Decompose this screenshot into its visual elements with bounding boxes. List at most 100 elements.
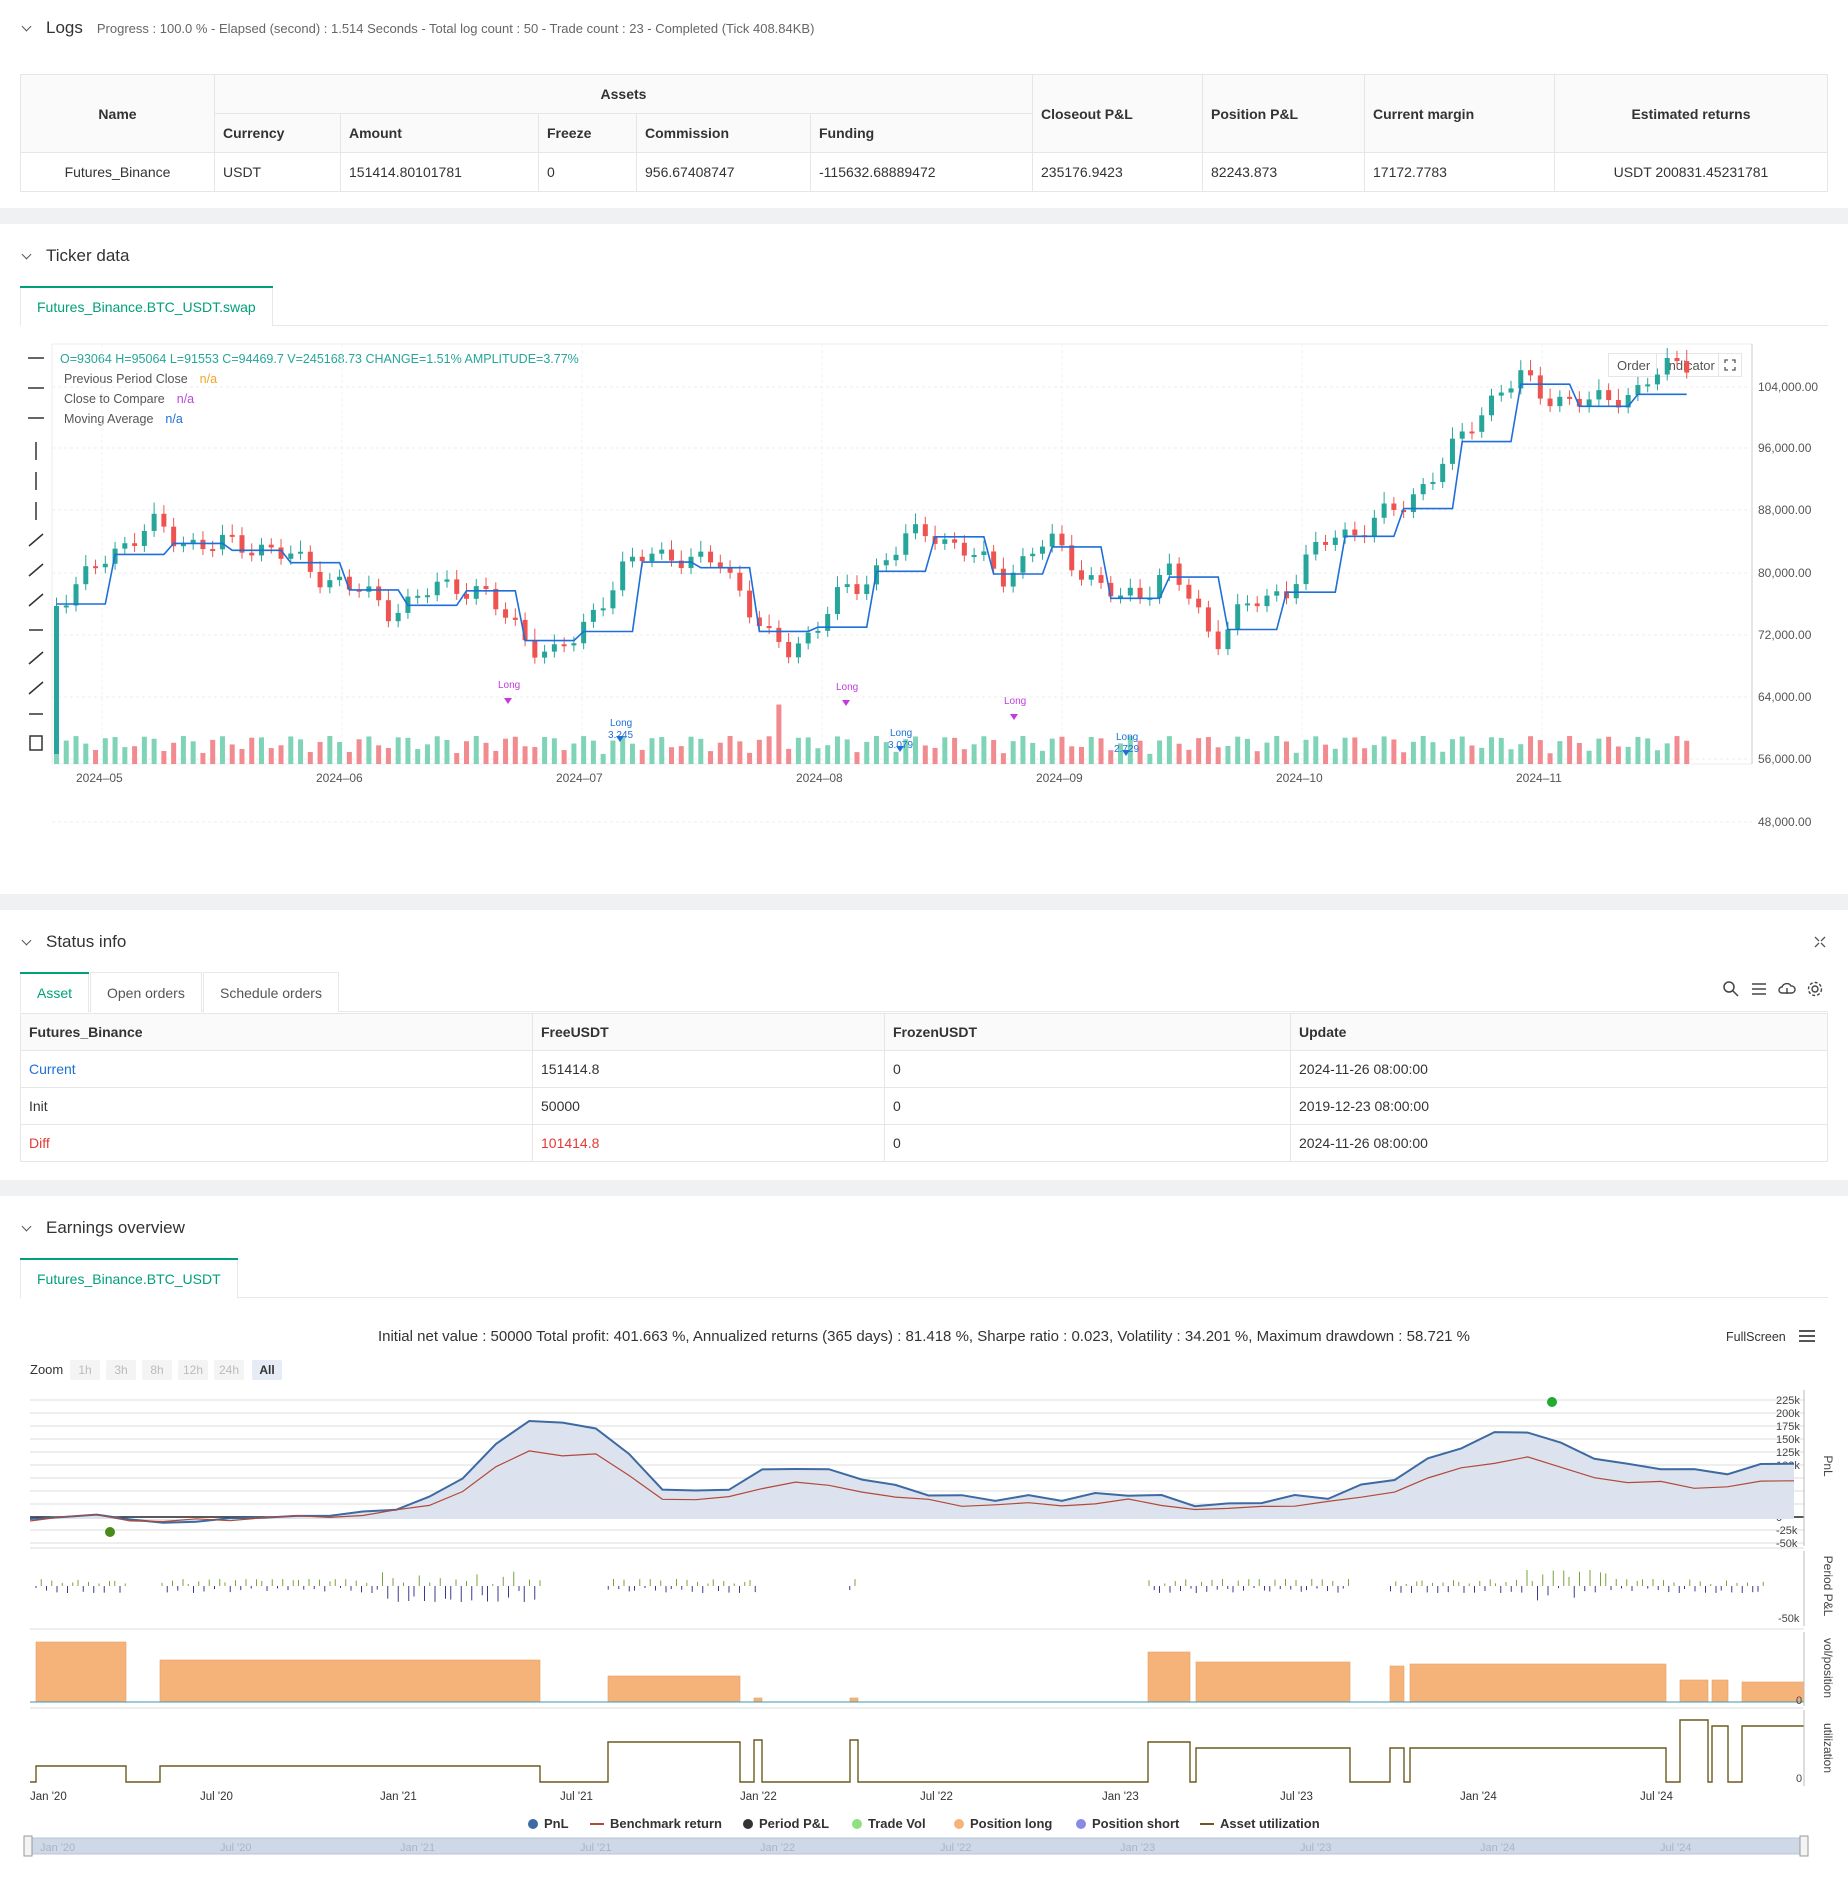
- navigator-tick-label: Jul '21: [580, 1842, 611, 1854]
- cloud-download-icon[interactable]: [1778, 980, 1796, 998]
- volume-bar: [922, 745, 928, 764]
- header-returns: Estimated returns: [1554, 74, 1828, 153]
- gear-icon[interactable]: [1806, 980, 1824, 998]
- candle-body: [629, 556, 635, 562]
- zoom-1h[interactable]: 1h: [70, 1360, 100, 1380]
- indicator-moving-average[interactable]: Moving Average n/a: [64, 412, 183, 426]
- volume-bar: [83, 743, 89, 764]
- indicator-value: n/a: [165, 412, 183, 426]
- legend-asset-util[interactable]: Asset utilization: [1200, 1816, 1320, 1831]
- candle-body: [73, 584, 79, 606]
- cell-frozen: 0: [884, 1050, 1291, 1088]
- row-label-current[interactable]: Current: [20, 1050, 533, 1088]
- indicator-close-compare[interactable]: Close to Compare n/a: [64, 392, 194, 406]
- volume-bar: [942, 737, 948, 764]
- tab-open-orders[interactable]: Open orders: [90, 972, 202, 1012]
- time-navigator[interactable]: Jan '20 Jul '20 Jan '21 Jul '21 Jan '22 Jul '…: [0, 1834, 1848, 1864]
- tab-schedule-orders[interactable]: Schedule orders: [203, 972, 339, 1012]
- candle-body: [561, 644, 567, 647]
- chevron-down-icon[interactable]: [20, 935, 34, 949]
- candle-body: [1596, 390, 1602, 400]
- volume-bar: [1284, 741, 1289, 764]
- legend-dot-icon: [528, 1818, 538, 1829]
- menu-icon[interactable]: [1798, 1328, 1816, 1344]
- indicator-previous-close[interactable]: Previous Period Close n/a: [64, 372, 217, 386]
- candle-body: [200, 539, 206, 550]
- earnings-chart[interactable]: 225k200k175k150k125k100k75k50k25k0-25k-5…: [0, 1386, 1848, 1816]
- volume-bar: [1586, 750, 1592, 764]
- expand-icon[interactable]: [1718, 353, 1742, 377]
- volume-bar: [210, 739, 216, 764]
- legend-label: Position long: [970, 1816, 1053, 1831]
- tab-btc-usdt[interactable]: Futures_Binance.BTC_USDT: [20, 1258, 238, 1298]
- volume-bar: [1440, 751, 1446, 764]
- candle-body: [1684, 361, 1690, 373]
- candle-body: [825, 614, 831, 631]
- chevron-down-icon[interactable]: [20, 21, 34, 35]
- candle-body: [717, 562, 723, 568]
- zoom-all[interactable]: All: [252, 1360, 282, 1380]
- volume-bar: [1059, 736, 1065, 764]
- ticker-header[interactable]: Ticker data: [20, 244, 129, 268]
- chevron-down-icon[interactable]: [20, 1221, 34, 1235]
- volume-bar: [1176, 743, 1182, 764]
- header-exchange: Futures_Binance: [20, 1013, 533, 1051]
- logs-header[interactable]: Logs Progress : 100.0 % - Elapsed (secon…: [20, 16, 814, 40]
- status-header[interactable]: Status info: [20, 930, 126, 954]
- candle-body: [1576, 398, 1582, 407]
- candle-body: [1567, 396, 1573, 399]
- zoom-8h[interactable]: 8h: [142, 1360, 172, 1380]
- candlestick-chart[interactable]: 104,000.00 96,000.00 88,000.00 80,000.00 72,…: [0, 334, 1848, 894]
- volume-bar: [376, 745, 382, 764]
- period-tick-label: -50k: [1778, 1613, 1800, 1625]
- fullscreen-button[interactable]: FullScreen: [1726, 1330, 1786, 1344]
- candle-body: [922, 524, 928, 537]
- volume-bar: [483, 742, 489, 764]
- candle-body: [229, 534, 235, 537]
- earnings-header[interactable]: Earnings overview: [20, 1216, 185, 1240]
- legend-position-long[interactable]: Position long: [954, 1816, 1052, 1831]
- volume-bar: [1098, 738, 1104, 764]
- legend-position-short[interactable]: Position short: [1076, 1816, 1179, 1831]
- search-icon[interactable]: [1722, 980, 1740, 998]
- order-button[interactable]: Order: [1608, 353, 1660, 377]
- legend-period-pnl[interactable]: Period P&L: [743, 1816, 829, 1831]
- cell-update: 2019-12-23 08:00:00: [1290, 1087, 1828, 1125]
- candle-body: [1010, 572, 1016, 587]
- volume-bar: [864, 741, 870, 764]
- legend-trade-vol[interactable]: Trade Vol: [852, 1816, 926, 1831]
- volume-bar: [610, 740, 616, 764]
- cell-free: 151414.8: [532, 1050, 885, 1088]
- tab-asset[interactable]: Asset: [20, 972, 90, 1012]
- parallel-line-icon: [28, 651, 44, 665]
- date-tick-label: Jul '21: [560, 1791, 593, 1803]
- zoom-24h[interactable]: 24h: [214, 1360, 244, 1380]
- legend-benchmark[interactable]: Benchmark return: [590, 1816, 722, 1831]
- zoom-3h[interactable]: 3h: [106, 1360, 136, 1380]
- candle-body: [1547, 398, 1553, 407]
- candle-body: [786, 641, 792, 658]
- price-tick-label: 104,000.00: [1758, 380, 1818, 394]
- candle-body: [190, 539, 196, 544]
- candle-body: [1264, 595, 1270, 607]
- signal-value: 3.079: [888, 740, 913, 751]
- ticker-panel: Ticker data Futures_Binance.BTC_USDT.swa…: [0, 224, 1848, 894]
- chevron-down-icon[interactable]: [20, 249, 34, 263]
- volume-bar: [259, 737, 264, 764]
- signal-value: 2.729: [1114, 744, 1139, 755]
- header-margin: Current margin: [1364, 74, 1555, 153]
- candle-body: [210, 549, 216, 552]
- volume-bar: [932, 747, 938, 764]
- volume-bar: [132, 746, 138, 764]
- candle-body: [385, 600, 391, 622]
- volume-bar: [73, 736, 79, 764]
- header-position: Position P&L: [1202, 74, 1365, 153]
- zoom-12h[interactable]: 12h: [178, 1360, 208, 1380]
- list-icon[interactable]: [1750, 980, 1768, 998]
- tab-btc-usdt-swap[interactable]: Futures_Binance.BTC_USDT.swap: [20, 286, 273, 326]
- legend-pnl[interactable]: PnL: [528, 1816, 569, 1831]
- volume-bar: [776, 704, 782, 764]
- collapse-icon[interactable]: [1812, 934, 1828, 950]
- volume-bar: [1518, 744, 1524, 764]
- date-tick-label: 2024–10: [1276, 771, 1323, 785]
